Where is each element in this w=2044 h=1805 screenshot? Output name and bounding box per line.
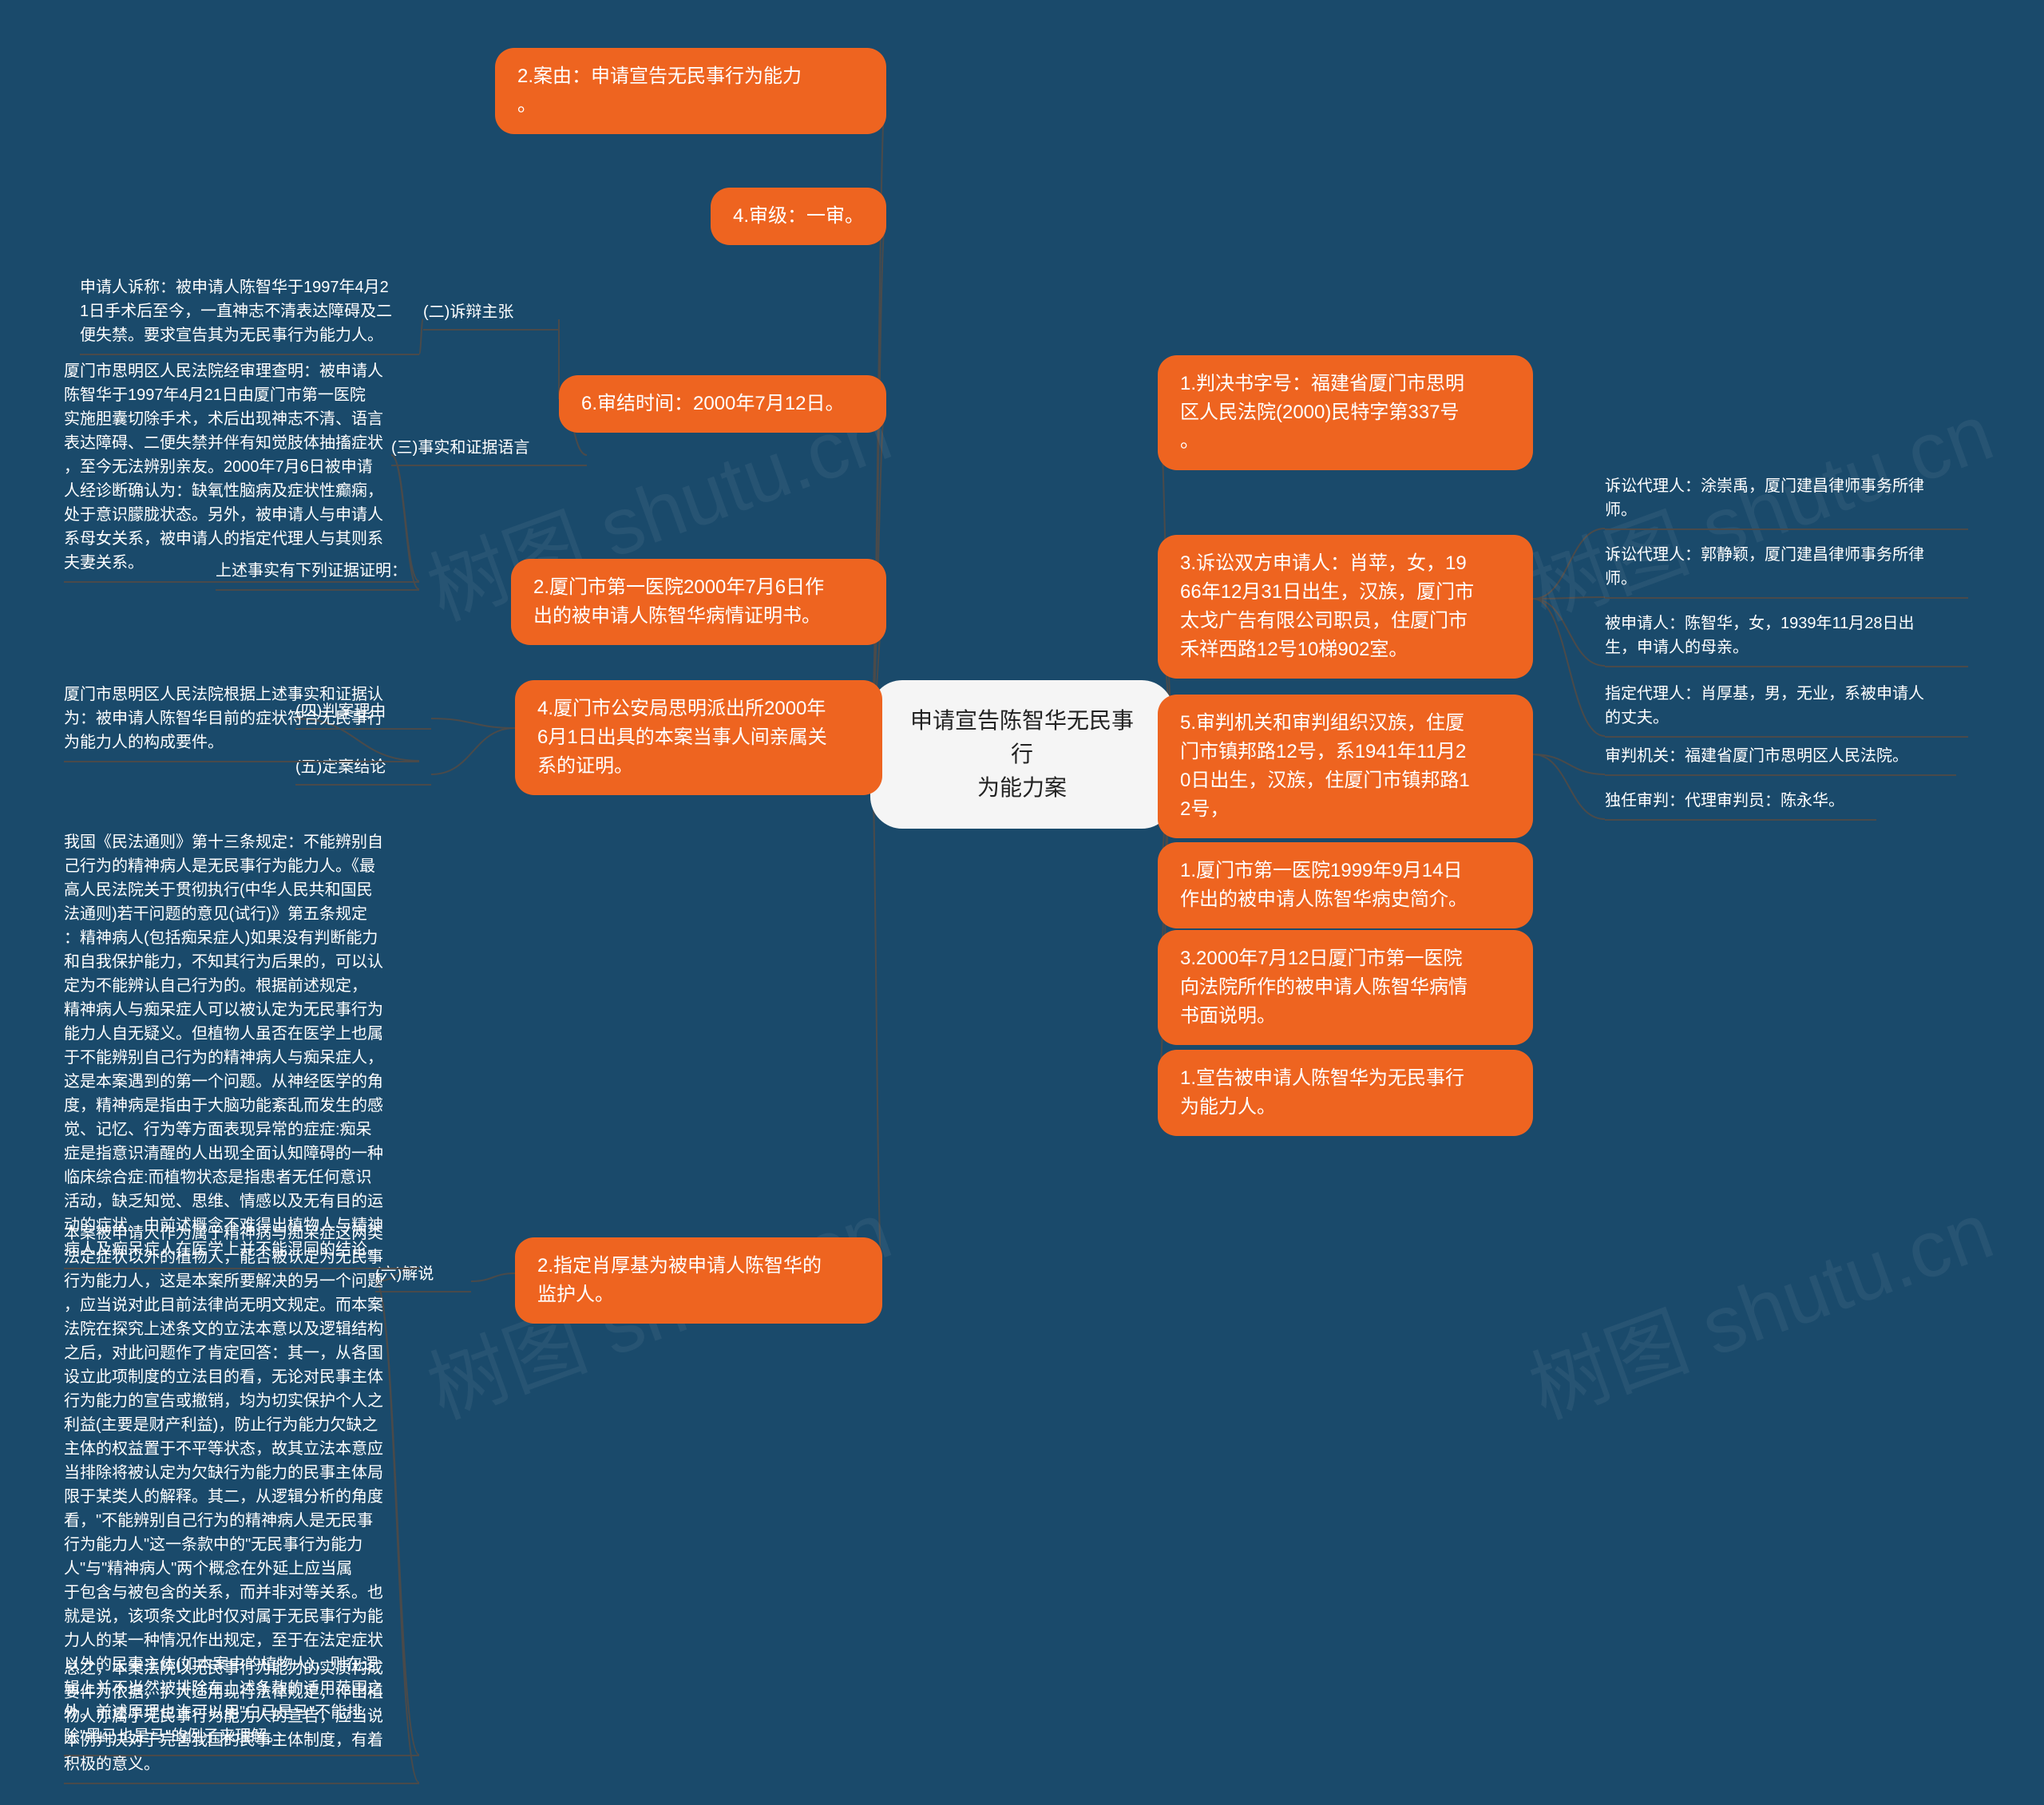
leaf-text: 总之，本案法院以无民事行为能力的实质构成 要件为依据，扩大适用现行法律规定，作出… [64, 1657, 419, 1784]
node-text: 1.判决书字号：福建省厦门市思明 区人民法院(2000)民特字第337号 。 [1180, 370, 1464, 456]
node-text: 2.厦门市第一医院2000年7月6日作 出的被申请人陈智华病情证明书。 [533, 573, 824, 631]
node-text: 4.厦门市公安局思明派出所2000年 6月1日出具的本案当事人间亲属关 系的证明… [537, 695, 827, 781]
node-text: 2.案由：申请宣告无民事行为能力 。 [517, 62, 802, 120]
mindmap-node: 2.指定肖厚基为被申请人陈智华的 监护人。 [515, 1237, 882, 1324]
root-node: 申请宣告陈智华无民事行 为能力案 [870, 680, 1174, 829]
mindmap-node: 1.判决书字号：福建省厦门市思明 区人民法院(2000)民特字第337号 。 [1158, 355, 1533, 470]
mindmap-node: 2.案由：申请宣告无民事行为能力 。 [495, 48, 886, 134]
leaf-text: 独任审判：代理审判员：陈永华。 [1605, 789, 1876, 821]
root-text: 申请宣告陈智华无民事行 为能力案 [902, 704, 1142, 805]
mindmap-node: 4.审级：一审。 [711, 188, 886, 245]
node-text: 3.2000年7月12日厦门市第一医院 向法院所作的被申请人陈智华病情 书面说明… [1180, 944, 1468, 1031]
mindmap-node: 2.厦门市第一医院2000年7月6日作 出的被申请人陈智华病情证明书。 [511, 559, 886, 645]
node-text: 1.宣告被申请人陈智华为无民事行 为能力人。 [1180, 1064, 1464, 1122]
leaf-text: 厦门市思明区人民法院根据上述事实和证据认 为：被申请人陈智华目前的症状符合无民事… [64, 683, 419, 762]
leaf-text: 上述事实有下列证据证明： [216, 559, 419, 591]
node-text: 2.指定肖厚基为被申请人陈智华的 监护人。 [537, 1252, 822, 1309]
leaf-text: 诉讼代理人：郭静颖，厦门建昌律师事务所律 师。 [1605, 543, 1968, 599]
node-text: 5.审判机关和审判组织汉族，住厦 门市镇邦路12号，系1941年11月2 0日出… [1180, 709, 1470, 824]
node-text: 3.诉讼双方申请人：肖苹，女，19 66年12月31日出生，汉族，厦门市 太戈广… [1180, 549, 1474, 664]
mindmap-node: 1.厦门市第一医院1999年9月14日 作出的被申请人陈智华病史简介。 [1158, 842, 1533, 928]
watermark: 树图 shutu.cn [1511, 1166, 2006, 1440]
leaf-text: 诉讼代理人：涂崇禹，厦门建昌律师事务所律 师。 [1605, 474, 1968, 530]
mindmap-node: 5.审判机关和审判组织汉族，住厦 门市镇邦路12号，系1941年11月2 0日出… [1158, 695, 1533, 838]
node-text: 6.审结时间：2000年7月12日。 [581, 390, 844, 418]
section-label: (二)诉辩主张 [423, 300, 559, 331]
mindmap-node: 4.厦门市公安局思明派出所2000年 6月1日出具的本案当事人间亲属关 系的证明… [515, 680, 882, 795]
mindmap-node: 1.宣告被申请人陈智华为无民事行 为能力人。 [1158, 1050, 1533, 1136]
leaf-text: 厦门市思明区人民法院经审理查明：被申请人 陈智华于1997年4月21日由厦门市第… [64, 359, 419, 583]
node-text: 4.审级：一审。 [733, 202, 864, 231]
leaf-text: 我国《民法通则》第十三条规定：不能辨别自 己行为的精神病人是无民事行为能力人。《… [64, 830, 419, 1269]
leaf-text: 申请人诉称：被申请人陈智华于1997年4月2 1日手术后至今，一直神志不清表达障… [80, 275, 419, 355]
mindmap-node: 6.审结时间：2000年7月12日。 [559, 375, 886, 433]
leaf-text: 指定代理人：肖厚基，男，无业，系被申请人 的丈夫。 [1605, 682, 1968, 738]
mindmap-node: 3.2000年7月12日厦门市第一医院 向法院所作的被申请人陈智华病情 书面说明… [1158, 930, 1533, 1045]
section-label: (三)事实和证据语言 [391, 436, 587, 466]
leaf-text: 审判机关：福建省厦门市思明区人民法院。 [1605, 744, 1956, 776]
mindmap-node: 3.诉讼双方申请人：肖苹，女，19 66年12月31日出生，汉族，厦门市 太戈广… [1158, 535, 1533, 679]
leaf-text: 被申请人：陈智华，女，1939年11月28日出 生，申请人的母亲。 [1605, 612, 1968, 667]
node-text: 1.厦门市第一医院1999年9月14日 作出的被申请人陈智华病史简介。 [1180, 857, 1468, 914]
